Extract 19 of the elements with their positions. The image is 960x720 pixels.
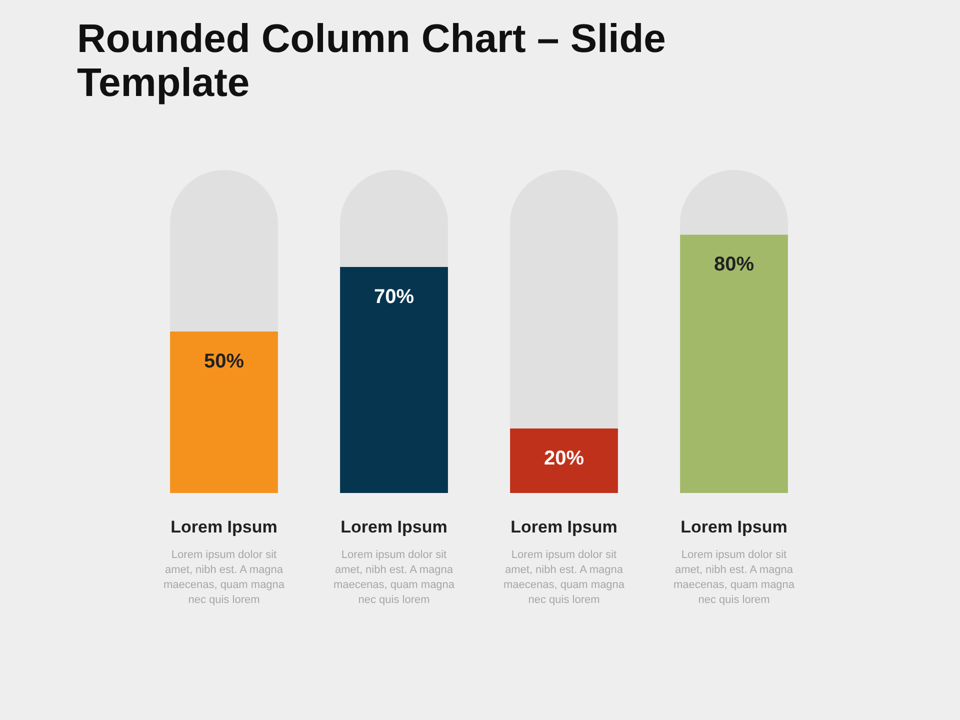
bar: [510, 428, 618, 493]
bar: [170, 170, 278, 332]
data-label: 20%: [544, 447, 584, 470]
x-tick-label: Lorem Ipsum: [340, 518, 448, 536]
x-tick-label: Lorem Ipsum: [170, 518, 278, 536]
bar: [170, 332, 278, 493]
bar: [340, 266, 448, 493]
x-tick-label: Lorem Ipsum: [680, 518, 788, 536]
bar: [510, 170, 618, 428]
chart-title: Rounded Column Chart – Slide Template: [77, 17, 666, 105]
text: Lorem ipsum dolor sit amet, nibh est. A magna maecenas, quam magna nec quis lorem: [673, 549, 796, 606]
text: Lorem ipsum dolor sit amet, nibh est. A magna maecenas, quam magna nec quis lorem: [333, 549, 456, 606]
text: Lorem ipsum dolor sit amet, nibh est. A magna maecenas, quam magna nec quis lorem: [163, 549, 286, 606]
data-label: 50%: [204, 350, 244, 372]
text: Lorem ipsum dolor sit amet, nibh est. A magna maecenas, quam magna nec quis lorem: [503, 549, 626, 606]
data-label: 70%: [374, 286, 414, 308]
data-label: 80%: [714, 254, 754, 276]
x-tick-label: Lorem Ipsum: [510, 518, 618, 536]
bar: [680, 234, 788, 493]
